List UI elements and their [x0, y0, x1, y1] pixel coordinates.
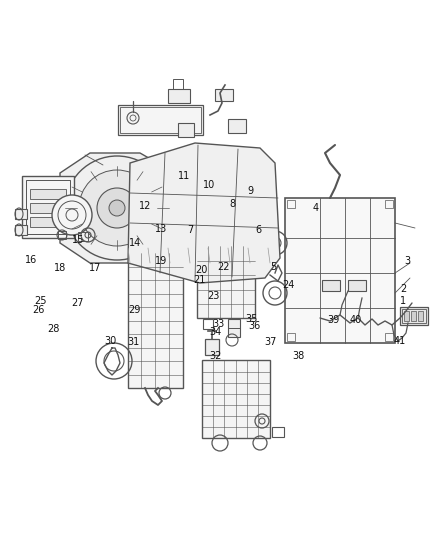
Text: 39: 39: [328, 315, 340, 325]
Text: 11: 11: [178, 171, 190, 181]
Text: 7: 7: [187, 225, 194, 235]
Bar: [178, 123, 194, 137]
Text: 37: 37: [265, 337, 277, 347]
Bar: [228, 319, 240, 337]
Bar: [210, 247, 220, 255]
Bar: [404, 311, 409, 321]
Text: 34: 34: [209, 327, 222, 336]
Text: 31: 31: [127, 337, 140, 347]
Polygon shape: [128, 143, 280, 283]
Text: 32: 32: [209, 351, 222, 361]
Bar: [385, 333, 393, 341]
Bar: [118, 105, 203, 135]
Bar: [348, 280, 366, 291]
Bar: [322, 280, 340, 291]
Bar: [203, 319, 213, 329]
Bar: [15, 209, 27, 219]
Text: 9: 9: [247, 186, 254, 196]
Text: 2: 2: [400, 284, 406, 294]
Bar: [128, 253, 183, 388]
Circle shape: [65, 156, 169, 260]
Text: 36: 36: [248, 321, 260, 331]
Text: 19: 19: [155, 256, 167, 266]
Bar: [30, 217, 66, 227]
Bar: [78, 232, 88, 241]
Bar: [168, 89, 190, 103]
Text: 18: 18: [54, 263, 67, 272]
Bar: [402, 309, 426, 323]
Text: 6: 6: [255, 225, 261, 235]
Bar: [202, 360, 270, 438]
Text: 26: 26: [32, 305, 45, 315]
Text: 28: 28: [47, 325, 60, 334]
Text: 33: 33: [212, 319, 224, 329]
Text: 24: 24: [282, 280, 294, 289]
Bar: [215, 89, 233, 101]
Text: 27: 27: [72, 298, 84, 308]
Bar: [400, 307, 428, 325]
Bar: [173, 79, 183, 89]
Text: 15: 15: [72, 235, 84, 245]
Bar: [287, 200, 295, 208]
Bar: [183, 237, 197, 245]
Text: 22: 22: [217, 262, 230, 271]
Circle shape: [109, 200, 125, 216]
Text: 29: 29: [129, 305, 141, 315]
Bar: [418, 311, 423, 321]
Text: 30: 30: [104, 336, 117, 346]
Text: 8: 8: [229, 199, 235, 208]
Bar: [26, 180, 70, 234]
Polygon shape: [60, 153, 175, 263]
Text: 14: 14: [129, 238, 141, 247]
Text: 25: 25: [34, 296, 46, 305]
Text: 4: 4: [312, 203, 318, 213]
Text: 38: 38: [293, 351, 305, 361]
Bar: [15, 225, 27, 235]
Text: 17: 17: [89, 263, 102, 272]
Text: 16: 16: [25, 255, 38, 265]
Text: 13: 13: [155, 224, 167, 234]
Text: 1: 1: [400, 296, 406, 306]
Text: 35: 35: [245, 314, 258, 324]
Bar: [22, 176, 74, 238]
Bar: [228, 119, 246, 133]
Bar: [272, 427, 284, 437]
Text: 5: 5: [271, 262, 277, 271]
Bar: [120, 107, 201, 133]
Text: 23: 23: [208, 292, 220, 301]
Circle shape: [79, 170, 155, 246]
Circle shape: [97, 188, 137, 228]
Circle shape: [52, 195, 92, 235]
Bar: [205, 339, 219, 355]
Text: 40: 40: [350, 315, 362, 325]
Bar: [411, 311, 416, 321]
Text: 3: 3: [404, 256, 410, 266]
Text: 41: 41: [393, 336, 406, 346]
Bar: [285, 198, 395, 343]
Bar: [385, 200, 393, 208]
Bar: [30, 189, 66, 199]
Bar: [287, 333, 295, 341]
Text: 20: 20: [195, 265, 208, 274]
Bar: [197, 246, 255, 318]
Text: 12: 12: [139, 201, 152, 211]
Text: 10: 10: [203, 181, 215, 190]
Bar: [58, 231, 66, 239]
Text: 21: 21: [193, 276, 205, 285]
Bar: [30, 203, 66, 213]
